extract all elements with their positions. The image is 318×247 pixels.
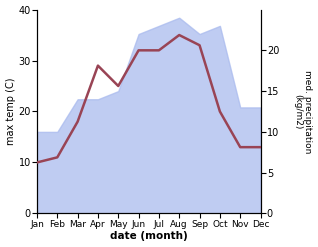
- Y-axis label: max temp (C): max temp (C): [5, 78, 16, 145]
- Y-axis label: med. precipitation
(kg/m2): med. precipitation (kg/m2): [293, 70, 313, 153]
- X-axis label: date (month): date (month): [110, 231, 188, 242]
